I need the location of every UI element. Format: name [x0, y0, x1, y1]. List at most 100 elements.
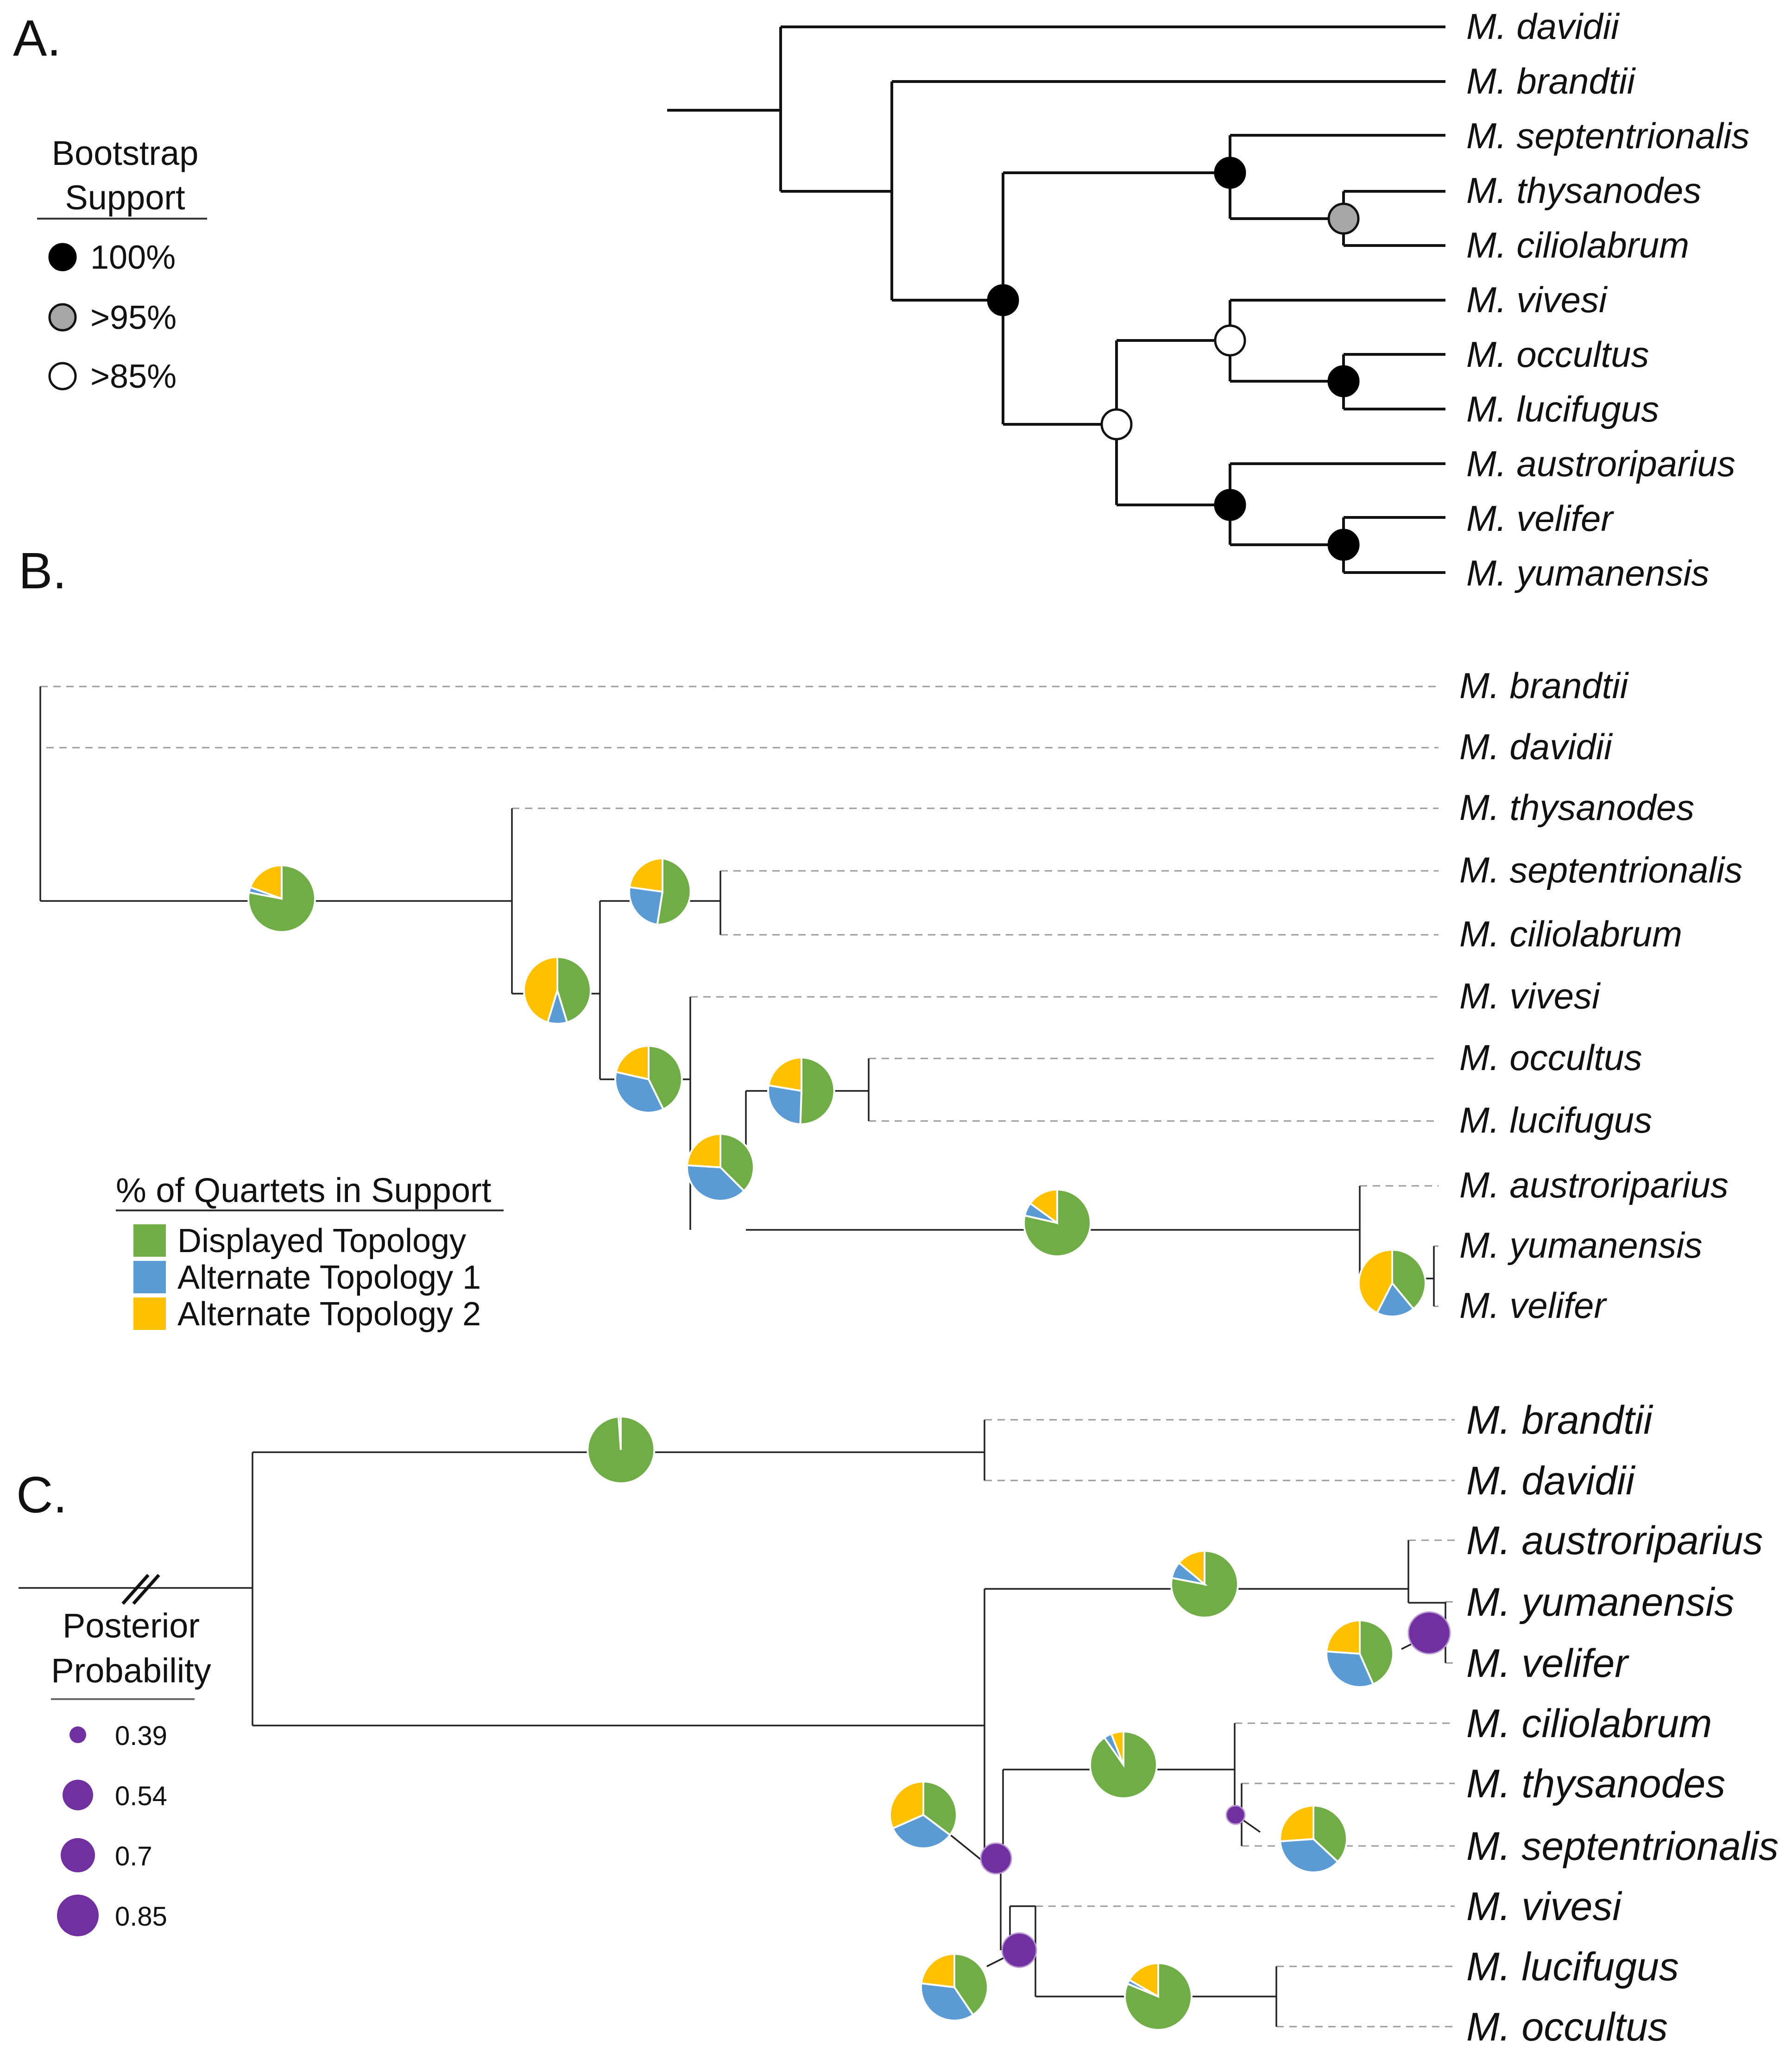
- quartet-pie: [1124, 1962, 1193, 2031]
- taxon-label: M. austroriparius: [1466, 1518, 1763, 1563]
- quartet-pie: [1023, 1188, 1092, 1257]
- legend-swatch-alt2: [133, 1297, 166, 1330]
- taxon-label: M. brandtii: [1466, 1398, 1653, 1442]
- panel-a: A.: [13, 6, 1749, 593]
- posterior-node-085: [1407, 1611, 1451, 1655]
- bootstrap-node-100: [987, 284, 1019, 316]
- quartet-pies-c: [587, 1415, 1394, 2031]
- tree-b-taxa: M. brandtii M. davidii M. thysanodes M. …: [1459, 665, 1742, 1326]
- legend-marker-054: [63, 1780, 93, 1810]
- taxon-label: M. yumanensis: [1459, 1225, 1703, 1266]
- legend-label: Alternate Topology 1: [177, 1259, 481, 1296]
- quartet-pie: [614, 1045, 683, 1114]
- quartet-pie: [920, 1953, 989, 2022]
- taxon-label: M. brandtii: [1459, 665, 1629, 706]
- tree-c-taxa: M. brandtii M. davidii M. austroriparius…: [1466, 1398, 1779, 2047]
- taxon-label: M. velifer: [1466, 498, 1614, 539]
- legend-label: Displayed Topology: [177, 1222, 466, 1260]
- posterior-node-070: [1001, 1932, 1037, 1968]
- taxon-label: M. austroriparius: [1459, 1165, 1729, 1205]
- legend-label: >95%: [90, 299, 177, 336]
- posterior-node-054: [980, 1842, 1012, 1875]
- taxon-label: M. occultus: [1459, 1037, 1642, 1078]
- tree-a-taxa: M. davidii M. brandtii M. septentrionali…: [1466, 6, 1749, 593]
- quartet-pie: [1170, 1549, 1239, 1619]
- taxon-label: M. vivesi: [1459, 976, 1601, 1016]
- taxon-label: M. yumanensis: [1466, 1580, 1734, 1625]
- quartet-pie: [1325, 1619, 1394, 1688]
- legend-marker-85: [48, 362, 77, 391]
- taxon-label: M. thysanodes: [1459, 787, 1694, 828]
- quartet-pies-b: [247, 857, 1426, 1318]
- taxon-label: M. ciliolabrum: [1466, 225, 1689, 265]
- taxon-label: M. davidii: [1459, 726, 1613, 767]
- legend-title: Probability: [51, 1651, 211, 1690]
- quartet-pie: [628, 857, 692, 926]
- quartet-pie: [1357, 1248, 1426, 1318]
- legend-marker-039: [69, 1726, 86, 1743]
- legend-swatch-alt1: [133, 1261, 166, 1293]
- panel-b-label: B.: [19, 542, 67, 599]
- tree-c-branches: [19, 1420, 1446, 2027]
- bootstrap-node-85: [1214, 324, 1246, 357]
- legend-marker-95: [48, 303, 77, 332]
- taxon-label: M. velifer: [1459, 1285, 1607, 1326]
- quartet-pie: [247, 864, 316, 933]
- tree-a-branches: [667, 25, 1445, 574]
- legend-label: 0.54: [115, 1781, 167, 1811]
- taxon-label: M. austroriparius: [1466, 443, 1735, 484]
- legend-label: >85%: [90, 358, 177, 395]
- taxon-label: M. thysanodes: [1466, 1762, 1725, 1806]
- panel-b: B.: [19, 542, 1742, 1333]
- panel-a-label: A.: [13, 10, 61, 67]
- taxon-label: M. brandtii: [1466, 61, 1636, 101]
- bootstrap-node-85: [1100, 408, 1133, 441]
- taxon-label: M. occultus: [1466, 2005, 1668, 2047]
- quartet-pie: [767, 1056, 835, 1126]
- taxon-label: M. septentrionalis: [1466, 1824, 1779, 1869]
- taxon-label: M. vivesi: [1466, 279, 1608, 320]
- bootstrap-legend: Bootstrap Support 100% >95% >85%: [37, 134, 207, 395]
- taxon-label: M. lucifugus: [1459, 1100, 1652, 1140]
- taxon-label: M. septentrionalis: [1466, 115, 1749, 156]
- tree-c-leaders: [984, 1419, 1455, 2028]
- quartet-pie: [1279, 1804, 1348, 1873]
- axis-break-mark: [121, 1574, 160, 1605]
- taxon-label: M. davidii: [1466, 1459, 1636, 1503]
- legend-title: Bootstrap: [52, 134, 199, 172]
- taxon-label: M. septentrionalis: [1459, 850, 1742, 890]
- panel-c-label: C.: [16, 1467, 67, 1524]
- quartet-pie: [587, 1415, 656, 1484]
- quartet-legend: % of Quartets in Support Displayed Topol…: [116, 1171, 504, 1333]
- legend-label: 100%: [90, 239, 176, 276]
- bootstrap-node-100: [1327, 365, 1360, 397]
- legend-marker-085: [57, 1895, 99, 1936]
- quartet-pie: [686, 1133, 755, 1202]
- bootstrap-node-100: [1214, 489, 1246, 521]
- taxon-label: M. yumanensis: [1466, 553, 1710, 593]
- legend-swatch-displayed: [133, 1224, 166, 1257]
- taxon-label: M. lucifugus: [1466, 1945, 1679, 1989]
- legend-marker-070: [61, 1838, 95, 1872]
- taxon-label: M. lucifugus: [1466, 389, 1659, 429]
- posterior-legend: Posterior Probability 0.39 0.54 0.7 0.85: [46, 1606, 211, 1955]
- quartet-pie: [889, 1780, 958, 1849]
- taxon-label: M. ciliolabrum: [1459, 913, 1682, 954]
- legend-title: Posterior: [63, 1606, 200, 1645]
- quartet-pie: [1089, 1730, 1158, 1799]
- bootstrap-node-100: [1327, 529, 1360, 561]
- legend-label: Alternate Topology 2: [177, 1296, 481, 1333]
- taxon-label: M. occultus: [1466, 334, 1649, 375]
- legend-title: Support: [65, 178, 185, 217]
- legend-marker-100: [48, 243, 77, 271]
- legend-label: 0.39: [115, 1721, 167, 1751]
- bootstrap-node-95: [1327, 202, 1360, 235]
- taxon-label: M. davidii: [1466, 6, 1620, 47]
- legend-label: 0.7: [115, 1841, 152, 1871]
- bootstrap-node-100: [1214, 157, 1246, 189]
- taxon-label: M. velifer: [1466, 1641, 1629, 1686]
- taxon-label: M. ciliolabrum: [1466, 1701, 1712, 1746]
- panel-c: C.: [16, 1398, 1779, 2047]
- tree-b-leaders: [40, 686, 1439, 1307]
